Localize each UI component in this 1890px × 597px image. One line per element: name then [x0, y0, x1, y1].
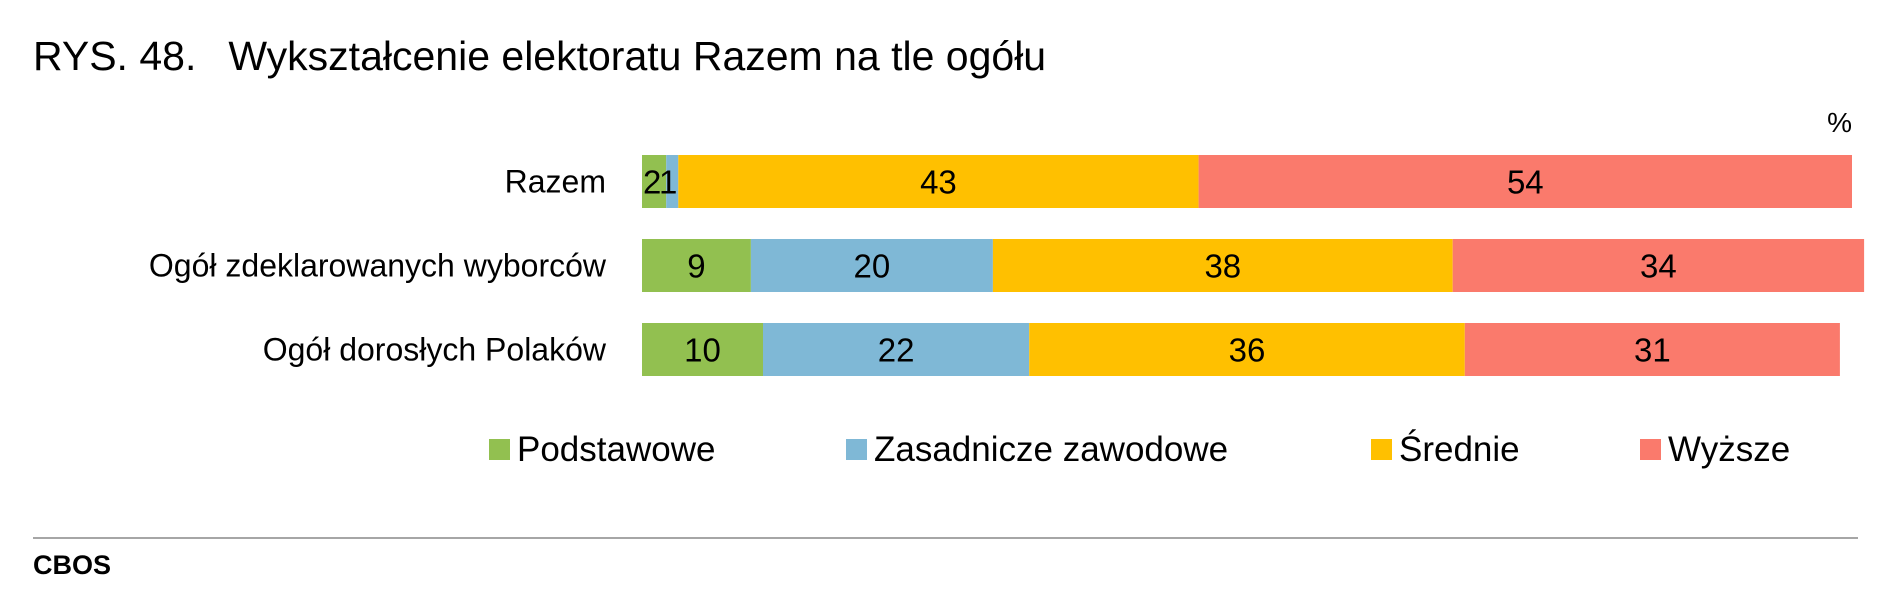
category-label: Ogół zdeklarowanych wyborców	[149, 248, 607, 284]
data-label: 9	[687, 248, 705, 285]
unit-label: %	[1827, 107, 1852, 138]
chart-title: Wykształcenie elektoratu Razem na tle og…	[228, 32, 1047, 79]
data-label: 34	[1640, 248, 1677, 285]
legend-swatch	[489, 439, 510, 460]
data-label: 43	[920, 164, 957, 201]
data-label: 2	[643, 164, 661, 201]
data-label: 54	[1507, 164, 1544, 201]
source-label: CBOS	[33, 550, 112, 580]
bar-segment	[642, 239, 751, 292]
bar-segment	[1029, 323, 1465, 376]
bar-segment	[763, 323, 1030, 376]
data-label: 10	[684, 332, 721, 369]
figure-number: RYS. 48.	[33, 32, 197, 79]
legend-label: Podstawowe	[517, 430, 715, 469]
bar-segment	[678, 155, 1199, 208]
legend-swatch	[1640, 439, 1661, 460]
bar-segment	[1198, 155, 1852, 208]
legend-label: Wyższe	[1668, 430, 1790, 469]
legend-label: Zasadnicze zawodowe	[874, 430, 1228, 469]
bar-segment	[1464, 323, 1840, 376]
legend-label: Średnie	[1399, 429, 1520, 469]
bar-segment	[750, 239, 993, 292]
legend-swatch	[846, 439, 867, 460]
chart-header: RYS. 48. Wykształcenie elektoratu Razem …	[33, 28, 1046, 84]
bar-segment	[666, 155, 679, 208]
category-label: Razem	[505, 164, 606, 200]
data-label: 38	[1204, 248, 1241, 285]
bar-segment	[1452, 239, 1865, 292]
bar-segment	[642, 155, 667, 208]
data-label: 20	[854, 248, 891, 285]
data-label: 31	[1634, 332, 1671, 369]
data-label: 22	[878, 332, 915, 369]
footer-divider	[33, 537, 1858, 539]
stacked-bar-chart: % Razem 21 43 54 Ogół zdeklarowanych wyborców…	[149, 107, 1865, 469]
data-label: 1	[659, 164, 677, 201]
bar-segment	[992, 239, 1453, 292]
data-label: 36	[1229, 332, 1266, 369]
category-label: Ogół dorosłych Polaków	[263, 332, 607, 368]
bar-segment	[642, 323, 763, 376]
legend-swatch	[1371, 439, 1392, 460]
